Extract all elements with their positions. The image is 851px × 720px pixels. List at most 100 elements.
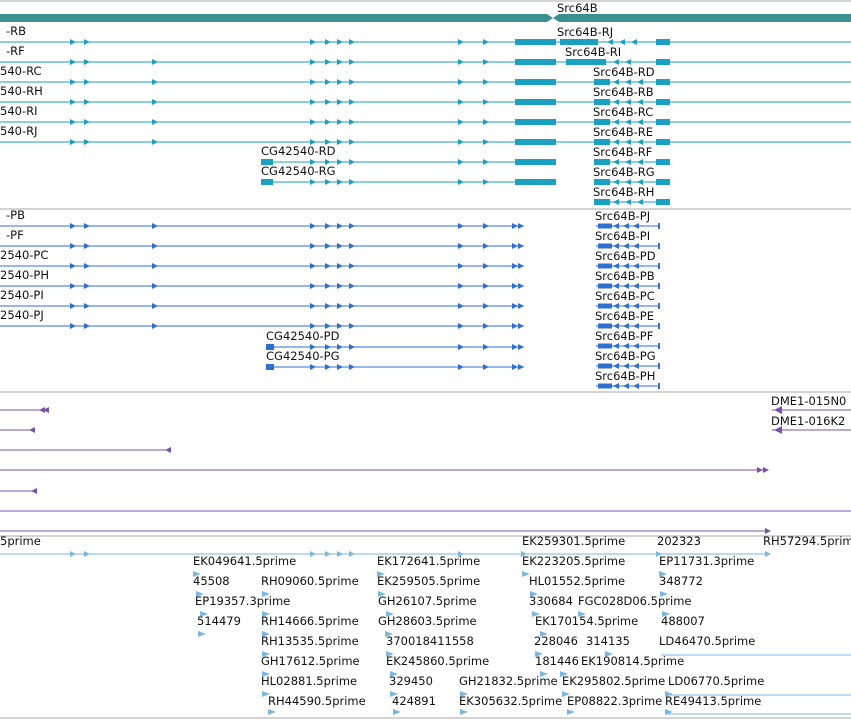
arrow-left-icon — [613, 363, 619, 369]
arrow-right-icon — [310, 139, 316, 145]
arrow-right-icon — [337, 179, 343, 185]
est-arrow-icon — [378, 591, 386, 597]
arrow-right-icon — [325, 303, 331, 309]
arrow-right-icon — [310, 303, 316, 309]
arrow-right-icon — [325, 223, 331, 229]
est-arrow-icon — [262, 691, 270, 697]
gene-bar-cap — [547, 14, 553, 22]
arrow-right-icon — [84, 99, 90, 105]
arrow-right-icon — [458, 223, 464, 229]
est-label: EP19357.3prime — [195, 594, 290, 608]
est-label: RH44590.5prime — [268, 694, 366, 708]
arrow-right-icon — [325, 39, 331, 45]
est-arrow-icon — [385, 631, 393, 637]
exon-block — [656, 79, 670, 85]
arrow-left-icon — [613, 59, 619, 65]
arrow-right-icon — [310, 283, 316, 289]
arrow-right-icon — [152, 79, 158, 85]
arrow-right-icon — [325, 323, 331, 329]
est-arrow-icon — [262, 611, 270, 617]
transcript-label: -RB — [6, 24, 26, 38]
est-label: EK170154.5prime — [535, 614, 638, 628]
est-arrow-icon — [460, 691, 468, 697]
est-arrow-icon — [268, 709, 276, 715]
arrow-right-icon — [310, 159, 316, 165]
arrow-left-icon — [625, 99, 631, 105]
exon-block — [598, 323, 612, 329]
gene-bar — [559, 14, 851, 22]
est-label: RH09060.5prime — [261, 574, 359, 588]
arrow-right-icon — [152, 59, 158, 65]
arrow-right-icon — [310, 344, 316, 350]
transcript-label: CG42540-RG — [261, 164, 336, 178]
arrow-right-icon — [70, 99, 76, 105]
est-label: EK259301.5prime — [522, 534, 625, 548]
transcript-label: DME1-016K2 — [771, 414, 845, 428]
arrow-left-icon — [613, 119, 619, 125]
arrow-right-icon — [483, 79, 489, 85]
transcript-label: Src64B-RE — [593, 125, 653, 139]
gene-label: Src64B — [557, 1, 598, 15]
arrow-right-icon — [458, 139, 464, 145]
transcript-label: Src64B-RB — [593, 85, 654, 99]
arrow-left-icon — [623, 343, 629, 349]
arrow-right-icon — [70, 59, 76, 65]
exon-block — [566, 59, 606, 65]
est-label: EP11731.3prime — [659, 554, 754, 568]
exon-block — [658, 303, 660, 309]
arrow-right-icon — [310, 79, 316, 85]
transcript-label: -PB — [6, 208, 25, 222]
arrow-left-icon — [625, 199, 631, 205]
arrow-right-icon — [765, 551, 771, 557]
arrow-right-icon — [70, 139, 76, 145]
arrow-right-icon — [84, 551, 90, 557]
arrow-right-icon — [518, 243, 524, 249]
arrow-right-icon — [325, 364, 331, 370]
exon-block — [658, 283, 660, 289]
exon-block — [598, 243, 612, 249]
arrow-right-icon — [337, 344, 343, 350]
arrow-right-icon — [512, 323, 518, 329]
exon-block — [658, 343, 660, 349]
arrow-right-icon — [518, 364, 524, 370]
arrow-right-icon — [70, 119, 76, 125]
arrow-left-icon — [613, 99, 619, 105]
arrow-left-icon — [637, 119, 643, 125]
arrow-right-icon — [310, 364, 316, 370]
transcript-label: 2540-PC — [0, 248, 48, 262]
arrow-right-icon — [518, 263, 524, 269]
exon-block — [658, 223, 660, 229]
arrow-right-icon — [458, 364, 464, 370]
arrow-right-icon — [337, 159, 343, 165]
arrow-left-icon — [623, 223, 629, 229]
est-arrow-icon — [198, 631, 206, 637]
est-label: EK305632.5prime — [459, 694, 562, 708]
arrow-right-icon — [70, 223, 76, 229]
arrow-left-icon — [43, 407, 49, 413]
arrow-right-icon — [325, 263, 331, 269]
arrow-right-icon — [84, 223, 90, 229]
arrow-left-icon — [623, 243, 629, 249]
arrow-right-icon — [84, 323, 90, 329]
transcript-label: 540-RH — [0, 84, 43, 98]
est-arrow-icon — [377, 571, 385, 577]
arrow-right-icon — [512, 364, 518, 370]
exon-block — [560, 39, 598, 45]
arrow-left-icon — [613, 79, 619, 85]
arrow-left-icon — [633, 283, 639, 289]
exon-block — [515, 59, 556, 65]
transcript-label: Src64B-RJ — [557, 25, 613, 39]
arrow-left-icon — [613, 159, 619, 165]
transcript-label: Src64B-PE — [595, 309, 654, 323]
est-arrow-icon — [460, 709, 468, 715]
arrow-right-icon — [310, 551, 316, 557]
arrow-left-icon — [631, 39, 637, 45]
gene-bar-cap — [553, 14, 559, 22]
arrow-left-icon — [623, 283, 629, 289]
arrow-left-icon — [625, 139, 631, 145]
exon-block — [656, 99, 670, 105]
arrow-left-icon — [165, 447, 171, 453]
arrow-left-icon — [31, 488, 37, 494]
arrow-left-icon — [613, 223, 619, 229]
exon-block — [594, 159, 610, 165]
